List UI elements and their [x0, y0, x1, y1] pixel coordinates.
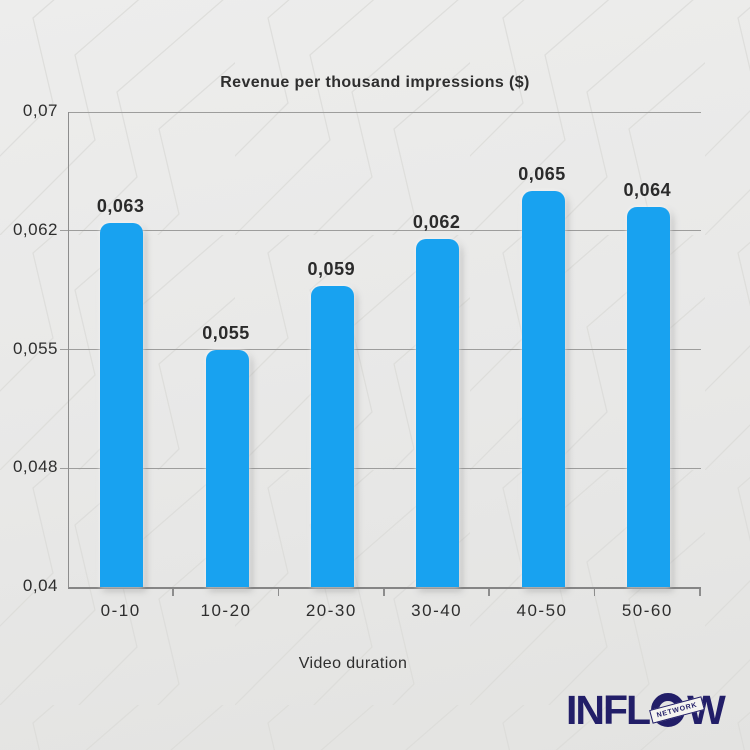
- x-axis-tick: [383, 589, 385, 596]
- x-tick-label: 40-50: [516, 601, 568, 620]
- bar-20-30: [310, 286, 354, 587]
- x-tick-label: 50-60: [621, 601, 673, 620]
- gridline: [69, 467, 701, 469]
- bar-value-label: 0,059: [307, 259, 356, 280]
- bar-value-label: 0,063: [96, 195, 145, 216]
- chart-title: Revenue per thousand impressions ($): [220, 74, 530, 91]
- x-tick-label: 30-40: [411, 601, 463, 620]
- gridline: [69, 230, 701, 232]
- logo-text-left: INFL: [566, 686, 651, 733]
- x-axis-tick: [172, 589, 174, 596]
- inflow-network-logo: INFL NETWORK W: [566, 686, 726, 733]
- y-tick-label: 0,04: [22, 576, 58, 595]
- bar-value-label: 0,065: [518, 164, 566, 185]
- bar-value-label: 0,064: [623, 180, 672, 200]
- x-tick-label: 20-30: [305, 601, 357, 620]
- bar-0-10: [100, 222, 144, 587]
- bar-40-50: [521, 191, 565, 587]
- y-tick-label: 0,062: [12, 219, 58, 239]
- bar-value-label: 0,055: [202, 322, 250, 343]
- x-axis-title: Video duration: [298, 655, 408, 672]
- y-axis-tick: [60, 467, 68, 469]
- x-axis-tick: [593, 589, 596, 596]
- y-axis-tick: [60, 230, 68, 232]
- bar-10-20: [205, 349, 249, 587]
- x-tick-label: 10-20: [200, 601, 252, 620]
- logo-globe-o-icon: NETWORK: [649, 693, 705, 727]
- bar-30-40: [416, 238, 460, 587]
- x-axis-tick: [488, 589, 490, 596]
- y-tick-label: 0,048: [12, 457, 58, 477]
- y-tick-label: 0,07: [22, 101, 58, 120]
- gridline: [69, 349, 701, 350]
- y-axis-tick: [60, 349, 68, 350]
- gridline: [69, 111, 701, 113]
- bar-50-60: [626, 207, 670, 587]
- x-axis-tick: [277, 589, 280, 596]
- y-tick-label: 0,055: [12, 338, 58, 358]
- x-tick-label: 0-10: [100, 601, 141, 620]
- plot-area: [68, 111, 701, 589]
- bar-value-label: 0,062: [412, 211, 461, 232]
- x-axis-tick: [699, 589, 701, 596]
